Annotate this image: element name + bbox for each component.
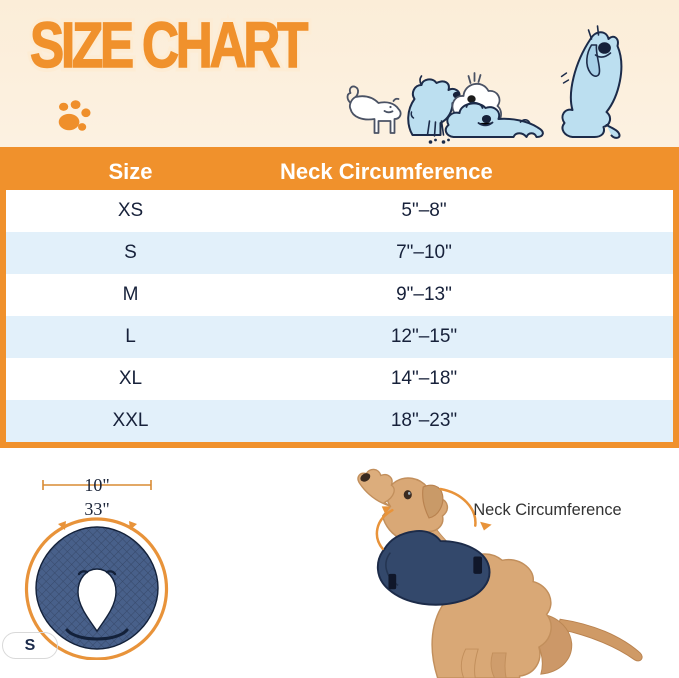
- svg-text:33": 33": [84, 499, 109, 519]
- svg-text:10": 10": [84, 475, 109, 495]
- svg-text:Neck Circumference: Neck Circumference: [473, 501, 621, 519]
